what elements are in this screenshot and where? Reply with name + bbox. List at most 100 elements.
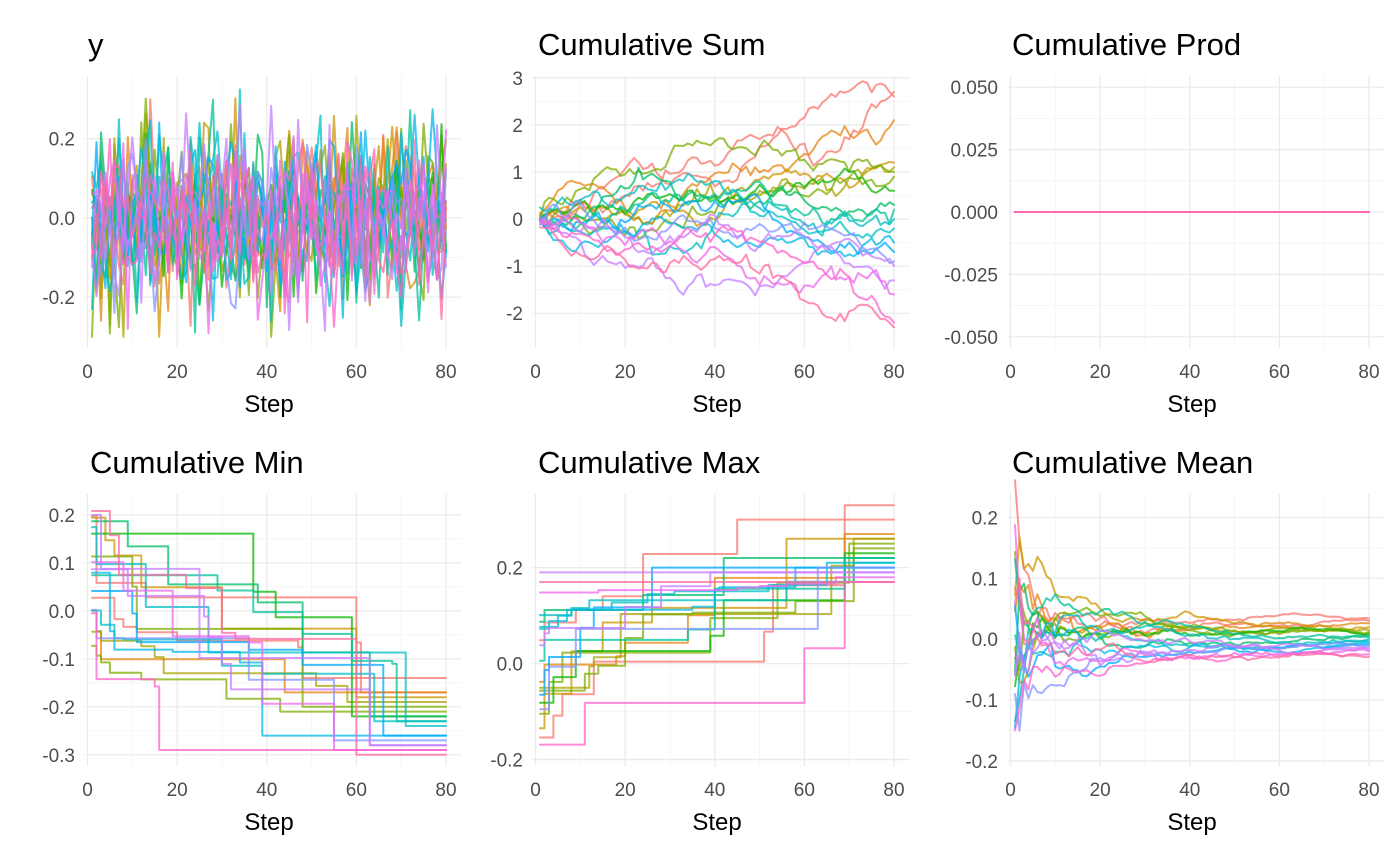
y-tick-label: -0.050 — [944, 328, 998, 349]
x-tick-label: 40 — [704, 780, 725, 801]
x-tick-label: 60 — [346, 780, 367, 801]
series-line — [539, 571, 895, 647]
x-tick-label: 20 — [615, 780, 636, 801]
series-line — [539, 214, 895, 296]
x-tick-label: 40 — [1179, 362, 1200, 383]
series-line — [91, 608, 447, 742]
y-tick-label: 0.0 — [972, 630, 998, 651]
series-line — [539, 552, 895, 704]
y-tick-label: 0.050 — [950, 78, 998, 99]
series-line — [1014, 558, 1370, 640]
series-line — [91, 520, 447, 718]
panel-cummin: 0 20 40 60 80 -0.3 -0.2 -0.1 0.0 0.1 0.2 Cumulative… — [42, 445, 462, 836]
y-tick-label: 1 — [512, 163, 523, 184]
series-line — [539, 226, 895, 329]
series-line — [1014, 621, 1370, 729]
x-axis-title: Step — [692, 391, 741, 418]
x-axis-title: Step — [692, 809, 741, 836]
series-line — [91, 609, 447, 694]
panel-title: Cumulative Prod — [1012, 27, 1241, 62]
series-line — [539, 216, 895, 297]
x-tick-label: 80 — [1358, 362, 1379, 383]
x-tick-label: 20 — [1090, 780, 1111, 801]
series-line — [539, 576, 895, 594]
series-line — [91, 138, 447, 328]
y-tick-label: 0.1 — [972, 569, 998, 590]
x-tick-label: 0 — [82, 362, 93, 383]
y-tick-label: 0.2 — [972, 508, 998, 529]
y-tick-label: 0 — [512, 210, 523, 231]
series-line — [539, 119, 895, 225]
panel-cummean: 0 20 40 60 80 -0.2 -0.1 0.0 0.1 0.2 Cumulative Mea… — [965, 445, 1385, 836]
x-tick-label: 80 — [435, 780, 456, 801]
x-tick-label: 80 — [435, 362, 456, 383]
x-tick-label: 40 — [256, 780, 277, 801]
x-tick-label: 20 — [1090, 362, 1111, 383]
series-line — [1014, 536, 1370, 631]
x-tick-label: 40 — [256, 362, 277, 383]
x-tick-label: 60 — [346, 362, 367, 383]
x-tick-label: 60 — [794, 780, 815, 801]
x-axis-title: Step — [244, 391, 293, 418]
x-tick-label: 40 — [704, 362, 725, 383]
series-line — [539, 166, 895, 228]
panel-title: Cumulative Max — [538, 445, 761, 480]
y-tick-label: 0.025 — [950, 141, 998, 162]
series-line — [539, 80, 895, 222]
series-line — [91, 590, 447, 737]
panel-cumsum: 0 20 40 60 80 -2 -1 0 1 2 3 Cumulative Sum Step — [506, 27, 910, 418]
x-axis-title: Step — [1167, 809, 1216, 836]
y-tick-label: -0.2 — [965, 752, 998, 773]
y-tick-label: -0.2 — [42, 288, 75, 309]
series-line — [539, 504, 895, 739]
y-tick-label: -2 — [506, 304, 523, 325]
panel-title: y — [88, 27, 104, 62]
x-axis-title: Step — [1167, 391, 1216, 418]
series-line — [539, 137, 895, 220]
series-line — [539, 557, 895, 662]
series-line — [539, 90, 895, 223]
x-tick-label: 60 — [1269, 362, 1290, 383]
y-tick-label: 0.0 — [49, 602, 75, 623]
x-tick-label: 20 — [615, 362, 636, 383]
series-line — [91, 555, 447, 708]
series-line — [1014, 649, 1370, 732]
series-line — [539, 213, 895, 268]
panel-cummax: 0 20 40 60 80 -0.2 0.0 0.2 Cumulative Max Step — [490, 445, 910, 836]
panel-cumprod: 0 20 40 60 80 -0.050 -0.025 0.000 0.025 0.050 Cumu… — [944, 27, 1385, 418]
y-tick-label: -0.3 — [42, 746, 75, 767]
y-tick-label: -0.2 — [490, 751, 523, 772]
series-line — [1014, 642, 1370, 732]
x-tick-label: 60 — [794, 362, 815, 383]
x-tick-label: 40 — [1179, 780, 1200, 801]
series-line — [1014, 577, 1370, 664]
x-tick-label: 0 — [530, 362, 541, 383]
x-tick-label: 0 — [1005, 780, 1016, 801]
series-line — [91, 139, 447, 320]
x-tick-label: 80 — [883, 780, 904, 801]
x-axis-title: Step — [244, 809, 293, 836]
panel-y: 0 20 40 60 80 -0.2 0.0 0.2 y Step — [42, 27, 462, 418]
y-tick-label: -0.1 — [42, 650, 75, 671]
y-tick-label: -0.025 — [944, 265, 998, 286]
y-tick-label: -0.2 — [42, 698, 75, 719]
series-line — [91, 510, 447, 756]
panel-title: Cumulative Sum — [538, 27, 765, 62]
y-tick-label: 0.2 — [497, 559, 523, 580]
x-tick-label: 60 — [1269, 780, 1290, 801]
series-line — [539, 175, 895, 240]
series-line — [1014, 629, 1370, 676]
x-tick-label: 80 — [883, 362, 904, 383]
series-line — [1014, 582, 1370, 673]
series-line — [1014, 479, 1370, 636]
y-tick-label: -1 — [506, 257, 523, 278]
x-tick-label: 0 — [530, 780, 541, 801]
y-tick-label: 0.2 — [49, 506, 75, 527]
y-tick-label: -0.1 — [965, 691, 998, 712]
y-tick-label: 0.2 — [49, 130, 75, 151]
panel-title: Cumulative Min — [90, 445, 304, 480]
x-tick-label: 0 — [82, 780, 93, 801]
series-line — [1014, 613, 1370, 722]
y-tick-label: 2 — [512, 116, 523, 137]
